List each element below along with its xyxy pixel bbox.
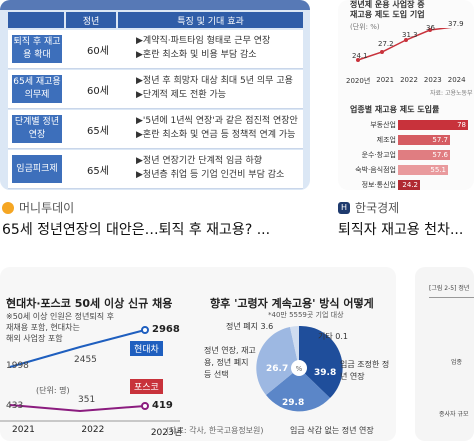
hyundai-2023-value: 2968: [152, 324, 180, 335]
hyundai-legend: 현대차: [130, 341, 163, 356]
data-label: 37.9: [448, 20, 464, 28]
result-title-1[interactable]: 65세 정년연장의 대안은…퇴직 후 재고용? ...: [2, 222, 271, 238]
bar: 24.2: [398, 180, 420, 190]
bar: 57.6: [398, 150, 450, 160]
posco-2021-value: 433: [6, 401, 24, 411]
pie-label-choice: 정년 연장, 재고용, 정년 폐지 등 선택: [204, 346, 256, 379]
result-thumbnail-3[interactable]: 현대차·포스코 50세 이상 신규 채용 ※50세 이상 인원은 정년퇴직 후 …: [0, 267, 396, 441]
table-row: 65세 재고용 의무제 60세 ▶정년 후 희망자 대상 최대 5년 의무 고용…: [8, 70, 303, 109]
source-label: 한국경제: [355, 201, 400, 215]
result-thumbnail-4[interactable]: [그림 2-5] 정년 업종 종사자 규모: [415, 267, 474, 441]
divider: [429, 297, 474, 298]
unit-label: (단위: %): [350, 23, 380, 31]
data-label: 36: [426, 24, 435, 32]
features-cell: ▶정년 연장기간 단계적 임금 하향 ▶청년층 취업 등 기업 인건비 부담 감…: [136, 156, 285, 180]
option-tag: 임금피크제: [12, 155, 62, 183]
result-thumbnail-1[interactable]: 정년 특징 및 기대 효과 퇴직 후 재고용 확대 60세 ▶계약직·파트타임 …: [0, 0, 310, 190]
age-cell: 65세: [87, 165, 109, 177]
option-tag: 65세 재고용 의무제: [12, 75, 62, 103]
figure-fragment: 업종: [451, 359, 463, 366]
figure-header: [그림 2-5] 정년: [429, 285, 470, 292]
right-chart-sub: *40만 5559곳 기업 대상: [268, 311, 344, 319]
result-thumbnail-2[interactable]: 정년제 운용 사업장 중 재고용 제도 도입 기업 (단위: %) 24.1 2…: [338, 0, 474, 190]
option-tag: 퇴직 후 재고용 확대: [12, 35, 62, 63]
chart-title: 정년제 운용 사업장 중 재고용 제도 도입 기업: [350, 0, 425, 19]
pie-label-nocut: 임금 삭감 없는 정년 연장: [290, 426, 374, 435]
data-label: 31.3: [402, 31, 418, 39]
bar-label: 숙박·음식점업: [355, 166, 396, 174]
left-chart-title: 현대차·포스코 50세 이상 신규 채용: [6, 297, 173, 310]
pie-label-cut: 임금 조정한 정년 연장: [340, 360, 390, 381]
bar: 57.7: [398, 135, 450, 145]
hyundai-2022-value: 2455: [74, 355, 97, 365]
age-cell: 60세: [87, 45, 109, 57]
posco-2022-value: 351: [78, 395, 96, 405]
result-title-2[interactable]: 퇴직자 재고용 천차...: [338, 222, 464, 238]
features-cell: ▶계약직·파트타임 형태로 근무 연장 ▶혼란 최소화 및 비용 부담 감소: [136, 36, 271, 60]
table-row: 단계별 정년연장 65세 ▶'5년에 1년씩 연장'과 같은 점진적 연장안 ▶…: [8, 110, 303, 149]
bar: 55.1: [398, 165, 448, 175]
col-header-option: [8, 12, 64, 28]
right-chart-title: 향후 '고령자 계속고용' 방식 어떻게: [210, 297, 374, 310]
posco-2023-value: 419: [152, 400, 173, 411]
left-chart-notes: ※50세 이상 인원은 정년퇴직 후 재채용 포함, 현대차는 해외 사업장 포…: [6, 312, 115, 343]
hankyung-logo-icon: H: [338, 201, 350, 214]
age-cell: 60세: [87, 85, 109, 97]
pie-label-abolish: 정년 폐지 3.6: [226, 322, 274, 331]
source-label: 머니투데이: [19, 201, 75, 215]
figure-fragment: 종사자 규모: [439, 411, 469, 418]
features-cell: ▶정년 후 희망자 대상 최대 5년 의무 고용 ▶단계적 제도 전환 가능: [136, 76, 293, 100]
moneytoday-logo-icon: [2, 201, 14, 214]
hiring-line-chart: [0, 326, 180, 422]
posco-legend: 포스코: [130, 379, 163, 394]
source-note: (자료: 각사, 한국고용정보원): [166, 426, 264, 435]
industry-title: 업종별 재고용 제도 도입률: [350, 105, 440, 114]
col-header-age: 정년: [66, 12, 116, 28]
svg-text:%: %: [296, 365, 303, 373]
bar-label: 정보·통신업: [361, 181, 396, 189]
table-row: 퇴직 후 재고용 확대 60세 ▶계약직·파트타임 형태로 근무 연장 ▶혼란 …: [8, 30, 303, 69]
age-cell: 65세: [87, 125, 109, 137]
unit-label: (단위: 명): [36, 386, 70, 395]
table-row: 임금피크제 65세 ▶정년 연장기간 단계적 임금 하향 ▶청년층 취업 등 기…: [8, 150, 303, 189]
bar-label: 운수·창고업: [361, 151, 396, 159]
pie-chart: %: [256, 325, 343, 412]
x-axis: 2020년 2021 2022 2023 2024: [346, 76, 466, 85]
data-label: 27.2: [378, 40, 394, 48]
pie-value-cut: 39.8: [314, 368, 337, 378]
infographic-header: [0, 0, 310, 10]
col-header-features: 특징 및 기대 효과: [118, 12, 303, 28]
bar-label: 부동산업: [370, 121, 396, 129]
features-cell: ▶'5년에 1년씩 연장'과 같은 점진적 연장안 ▶혼란 최소화 및 연금 등…: [136, 116, 298, 140]
line-chart: [356, 28, 453, 62]
result-source-1[interactable]: 머니투데이: [2, 199, 74, 216]
hyundai-2021-value: 1998: [6, 361, 29, 371]
pie-value-nocut: 29.8: [282, 398, 305, 408]
data-label: 24.1: [352, 52, 368, 60]
x-axis: 2021 2022 2023년: [12, 425, 182, 438]
source-note: 자료: 고용노동부: [430, 90, 473, 97]
bar: 78: [398, 120, 468, 130]
result-source-2[interactable]: H 한국경제: [338, 199, 399, 216]
pie-label-other: 기타 0.1: [318, 332, 348, 341]
bar-label: 제조업: [376, 136, 396, 144]
option-tag: 단계별 정년연장: [12, 115, 62, 143]
pie-value-choice: 26.7: [266, 364, 289, 374]
